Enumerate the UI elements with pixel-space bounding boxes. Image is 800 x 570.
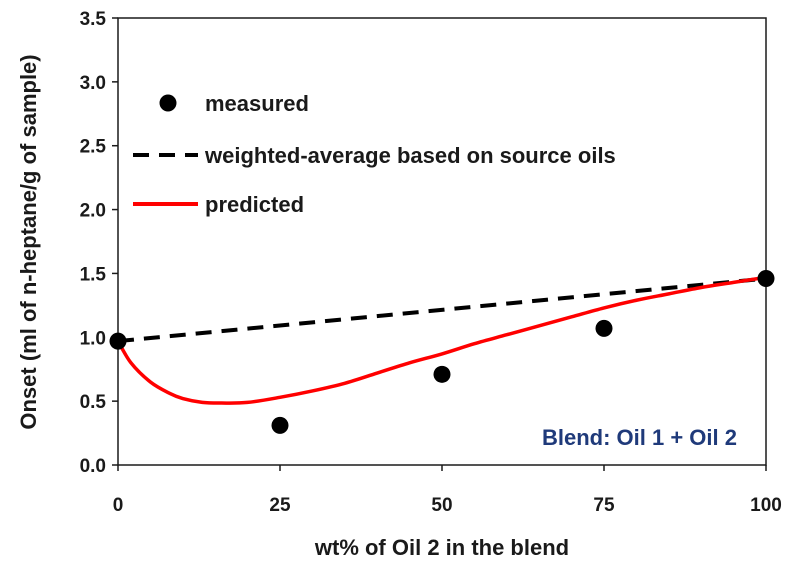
y-tick-label: 3.5: [80, 9, 107, 30]
y-tick-label: 1.0: [80, 328, 106, 349]
weighted-average-line: [117, 276, 767, 344]
legend-label: predicted: [205, 192, 304, 217]
x-tick-label: 0: [113, 495, 124, 516]
measured-point: [433, 365, 451, 383]
y-tick-label: 0.5: [80, 392, 107, 413]
y-tick-label: 0.0: [80, 456, 106, 477]
legend: measured weighted-average based on source…: [133, 91, 616, 217]
legend-label: measured: [205, 91, 309, 116]
x-tick-label: 25: [269, 495, 291, 516]
measured-point: [109, 332, 127, 350]
y-axis-ticks: 0.0 0.5 1.0 1.5 2.0 2.5 3.0 3.5: [80, 9, 118, 477]
legend-marker-measured: [159, 94, 177, 112]
measured-point: [271, 416, 289, 434]
series-layer: [109, 270, 775, 434]
plot-area: [117, 17, 767, 466]
y-tick-label: 2.0: [80, 201, 106, 222]
x-tick-label: 100: [750, 495, 782, 516]
annotation-blend: Blend: Oil 1 + Oil 2: [542, 425, 737, 450]
measured-point: [595, 319, 613, 337]
legend-label: weighted-average based on source oils: [204, 143, 616, 168]
x-axis-ticks: 0 25 50 75 100: [113, 465, 782, 516]
y-tick-label: 1.5: [80, 264, 107, 285]
y-tick-label: 2.5: [80, 137, 107, 158]
x-tick-label: 75: [593, 495, 615, 516]
measured-point: [757, 270, 775, 288]
x-tick-label: 50: [431, 495, 452, 516]
x-axis-title: wt% of Oil 2 in the blend: [314, 535, 569, 560]
y-tick-label: 3.0: [80, 73, 106, 94]
predicted-curve: [116, 275, 768, 405]
y-axis-title: Onset (ml of n-heptane/g of sample): [16, 54, 41, 429]
